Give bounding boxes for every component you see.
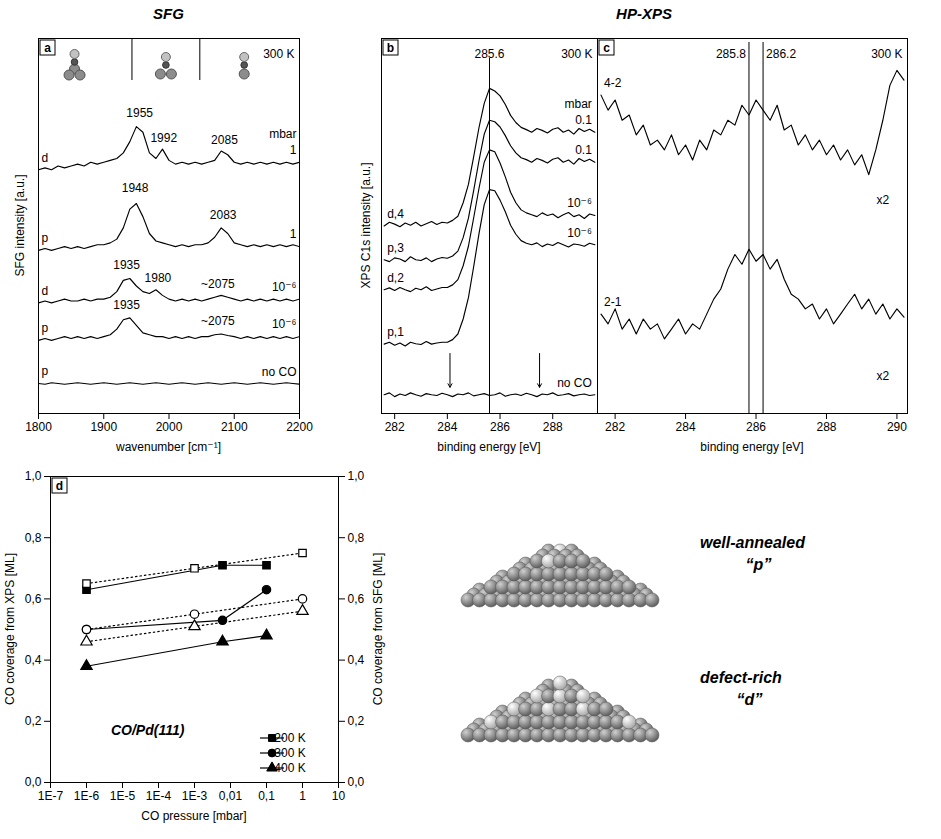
svg-text:wavenumber [cm⁻¹]: wavenumber [cm⁻¹] bbox=[115, 440, 221, 454]
svg-text:300 K: 300 K bbox=[561, 47, 592, 61]
svg-text:~2075: ~2075 bbox=[201, 314, 235, 328]
svg-text:285.8: 285.8 bbox=[716, 47, 746, 61]
svg-text:mbar: mbar bbox=[269, 127, 296, 141]
svg-text:0,0: 0,0 bbox=[348, 775, 365, 789]
svg-text:2085: 2085 bbox=[211, 133, 238, 147]
svg-text:1: 1 bbox=[290, 227, 297, 241]
svg-text:300 K: 300 K bbox=[871, 47, 902, 61]
svg-text:x2: x2 bbox=[876, 193, 889, 207]
svg-text:400 K: 400 K bbox=[274, 761, 305, 775]
svg-text:2-1: 2-1 bbox=[604, 295, 622, 309]
svg-text:CO coverage from SFG [ML]: CO coverage from SFG [ML] bbox=[371, 553, 385, 706]
svg-text:2000: 2000 bbox=[156, 420, 183, 434]
svg-text:1980: 1980 bbox=[145, 271, 172, 285]
svg-text:288: 288 bbox=[816, 420, 836, 434]
svg-text:300 K: 300 K bbox=[263, 47, 294, 61]
svg-text:well-annealed: well-annealed bbox=[700, 534, 806, 551]
svg-text:binding energy [eV]: binding energy [eV] bbox=[700, 440, 803, 454]
svg-text:4-2: 4-2 bbox=[604, 76, 622, 90]
svg-text:1E-6: 1E-6 bbox=[74, 789, 100, 803]
svg-text:0,8: 0,8 bbox=[25, 531, 42, 545]
svg-text:p,1: p,1 bbox=[387, 325, 404, 339]
svg-text:0,0: 0,0 bbox=[25, 775, 42, 789]
svg-text:0,2: 0,2 bbox=[348, 714, 365, 728]
svg-text:binding energy [eV]: binding energy [eV] bbox=[437, 440, 540, 454]
svg-text:1,0: 1,0 bbox=[25, 469, 42, 483]
svg-text:no CO: no CO bbox=[557, 376, 592, 390]
svg-text:1948: 1948 bbox=[122, 181, 149, 195]
svg-text:p,3: p,3 bbox=[387, 241, 404, 255]
svg-text:~2075: ~2075 bbox=[201, 277, 235, 291]
svg-text:“p”: “p” bbox=[746, 556, 772, 573]
svg-text:1E-3: 1E-3 bbox=[182, 789, 208, 803]
svg-text:c: c bbox=[603, 41, 610, 55]
svg-text:SFG intensity [a.u.]: SFG intensity [a.u.] bbox=[13, 174, 27, 276]
svg-text:10⁻⁶: 10⁻⁶ bbox=[567, 196, 592, 210]
svg-text:1E-5: 1E-5 bbox=[110, 789, 136, 803]
svg-text:1992: 1992 bbox=[150, 131, 177, 145]
svg-text:0.1: 0.1 bbox=[575, 113, 592, 127]
svg-text:282: 282 bbox=[385, 420, 405, 434]
svg-text:1935: 1935 bbox=[113, 298, 140, 312]
svg-text:d,4: d,4 bbox=[387, 207, 404, 221]
svg-text:2100: 2100 bbox=[221, 420, 248, 434]
svg-text:1900: 1900 bbox=[90, 420, 117, 434]
svg-text:2083: 2083 bbox=[210, 208, 237, 222]
svg-text:mbar: mbar bbox=[565, 97, 592, 111]
svg-text:10: 10 bbox=[332, 789, 346, 803]
svg-text:d: d bbox=[42, 284, 49, 298]
svg-text:0,4: 0,4 bbox=[348, 653, 365, 667]
svg-text:0,01: 0,01 bbox=[219, 789, 243, 803]
svg-text:0,6: 0,6 bbox=[25, 592, 42, 606]
svg-text:p: p bbox=[42, 364, 49, 378]
svg-text:1800: 1800 bbox=[25, 420, 52, 434]
svg-text:284: 284 bbox=[676, 420, 696, 434]
svg-text:XPS C1s intensity [a.u.]: XPS C1s intensity [a.u.] bbox=[359, 162, 373, 288]
svg-text:286.2: 286.2 bbox=[766, 47, 796, 61]
svg-text:CO coverage from XPS [ML]: CO coverage from XPS [ML] bbox=[3, 553, 17, 705]
svg-text:1955: 1955 bbox=[126, 106, 153, 120]
svg-text:288: 288 bbox=[543, 420, 563, 434]
svg-text:no CO: no CO bbox=[262, 365, 297, 379]
svg-text:0,4: 0,4 bbox=[25, 653, 42, 667]
svg-text:1E-4: 1E-4 bbox=[146, 789, 172, 803]
svg-text:p: p bbox=[42, 231, 49, 245]
svg-text:200 K: 200 K bbox=[274, 731, 305, 745]
svg-text:284: 284 bbox=[437, 420, 457, 434]
svg-text:b: b bbox=[387, 41, 394, 55]
html-text:SFG: SFG bbox=[153, 5, 184, 22]
svg-text:CO pressure [mbar]: CO pressure [mbar] bbox=[141, 809, 246, 823]
svg-text:1,0: 1,0 bbox=[348, 469, 365, 483]
svg-text:0,8: 0,8 bbox=[348, 531, 365, 545]
svg-text:0,1: 0,1 bbox=[258, 789, 275, 803]
svg-text:0.1: 0.1 bbox=[575, 143, 592, 157]
svg-text:10⁻⁶: 10⁻⁶ bbox=[272, 280, 297, 294]
svg-text:2200: 2200 bbox=[286, 420, 313, 434]
svg-text:290: 290 bbox=[887, 420, 907, 434]
svg-text:d,2: d,2 bbox=[387, 271, 404, 285]
svg-text:286: 286 bbox=[746, 420, 766, 434]
svg-text:285.6: 285.6 bbox=[474, 47, 504, 61]
svg-text:1: 1 bbox=[290, 143, 297, 157]
svg-text:1935: 1935 bbox=[113, 258, 140, 272]
svg-text:CO/Pd(111): CO/Pd(111) bbox=[111, 722, 185, 738]
html-text:HP-XPS: HP-XPS bbox=[616, 5, 672, 22]
svg-text:300 K: 300 K bbox=[274, 746, 305, 760]
svg-text:0,6: 0,6 bbox=[348, 592, 365, 606]
svg-text:1E-7: 1E-7 bbox=[38, 789, 64, 803]
svg-text:d: d bbox=[56, 479, 63, 493]
svg-text:“d”: “d” bbox=[737, 691, 763, 708]
svg-text:282: 282 bbox=[605, 420, 625, 434]
svg-text:0,2: 0,2 bbox=[25, 714, 42, 728]
svg-text:x2: x2 bbox=[876, 369, 889, 383]
svg-text:1: 1 bbox=[299, 789, 306, 803]
svg-text:286: 286 bbox=[490, 420, 510, 434]
svg-text:a: a bbox=[44, 41, 51, 55]
svg-text:10⁻⁶: 10⁻⁶ bbox=[272, 317, 297, 331]
svg-text:10⁻⁶: 10⁻⁶ bbox=[567, 226, 592, 240]
svg-text:d: d bbox=[42, 151, 49, 165]
svg-text:defect-rich: defect-rich bbox=[700, 669, 782, 686]
svg-text:p: p bbox=[42, 321, 49, 335]
